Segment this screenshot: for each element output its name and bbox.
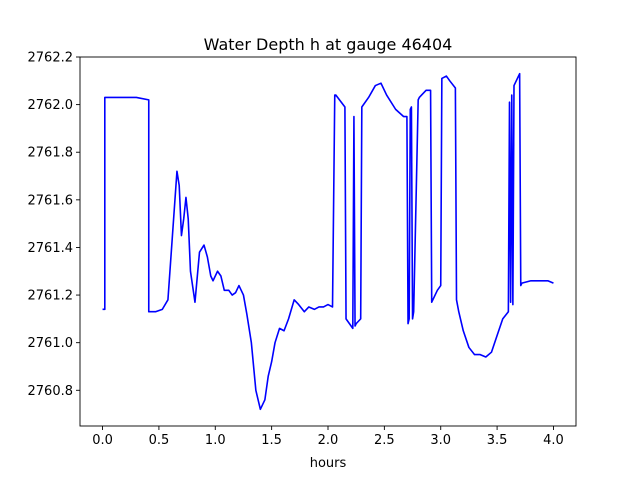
x-tick-label: 2.5 bbox=[374, 433, 395, 448]
y-tick-label: 2761.2 bbox=[28, 289, 74, 304]
y-tick-label: 2762.2 bbox=[28, 51, 74, 66]
x-tick-label: 1.5 bbox=[261, 433, 282, 448]
y-tick-label: 2761.0 bbox=[28, 336, 74, 351]
x-axis-label: hours bbox=[310, 456, 347, 471]
y-tick-label: 2760.8 bbox=[28, 384, 74, 399]
y-tick-label: 2761.8 bbox=[28, 146, 74, 161]
x-tick-label: 0.0 bbox=[92, 433, 113, 448]
x-tick-label: 3.0 bbox=[430, 433, 451, 448]
y-tick-label: 2762.0 bbox=[28, 98, 74, 113]
x-tick-label: 1.0 bbox=[205, 433, 226, 448]
x-tick-label: 4.0 bbox=[543, 433, 564, 448]
x-tick-label: 2.0 bbox=[318, 433, 339, 448]
y-tick-label: 2761.6 bbox=[28, 193, 74, 208]
y-tick-label: 2761.4 bbox=[28, 241, 74, 256]
x-tick-label: 3.5 bbox=[487, 433, 508, 448]
plot-area bbox=[102, 72, 554, 411]
series-line-0 bbox=[102, 72, 554, 411]
chart-title: Water Depth h at gauge 46404 bbox=[204, 35, 453, 54]
x-tick-label: 0.5 bbox=[149, 433, 170, 448]
axes: 0.0 0.5 1.0 1.5 2.0 2.5 3.0 3.5 4.0 2760.8 2761.0 2… bbox=[28, 51, 577, 448]
